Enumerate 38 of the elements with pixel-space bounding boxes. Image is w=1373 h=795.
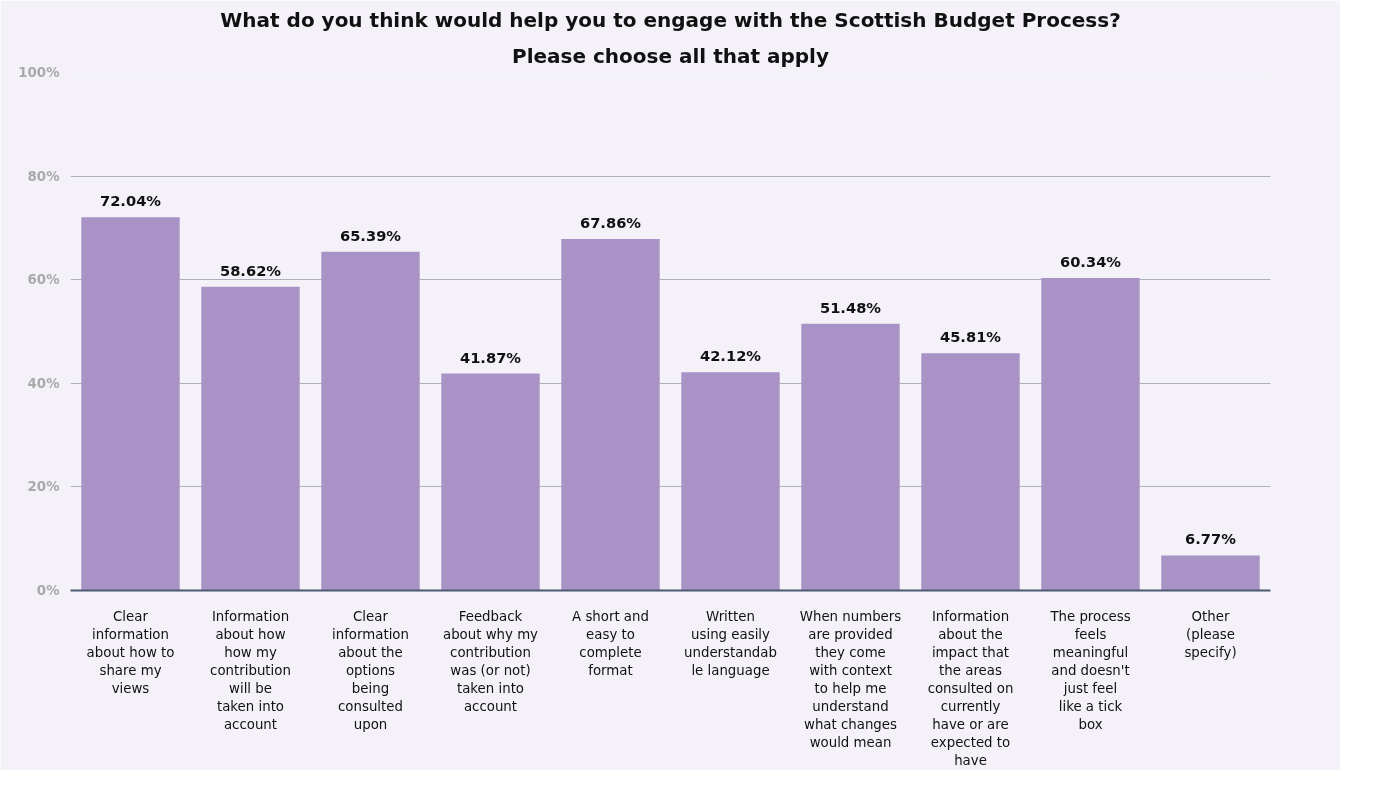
- chart-title: What do you think would help you to engage with the Scottish Budget Process?: [220, 7, 1121, 32]
- bar: [441, 373, 540, 591]
- y-tick-label: 60%: [27, 272, 60, 288]
- x-tick-label: Clear information about the options being consulted upon: [332, 608, 409, 732]
- bar: [81, 217, 180, 591]
- category-label: Information about the impact that the areas consulted on currently have or are expected to have: [927, 608, 1014, 768]
- data-label: 41.87%: [459, 348, 522, 366]
- y-tick-label: 0%: [36, 583, 60, 598]
- x-tick-label: When numbers are provided they come with context to help me understand what changes would mean: [799, 608, 902, 750]
- x-tick-label: Information about how how my contribution will be taken into account: [210, 608, 291, 732]
- data-label: 42.12%: [699, 347, 762, 365]
- data-label: 60.34%: [1059, 252, 1122, 270]
- data-label: 58.62%: [219, 261, 282, 279]
- data-label: 65.39%: [339, 226, 402, 244]
- x-tick-label: Feedback about why my contribution was (or not) taken into account: [442, 608, 539, 714]
- data-label: 72.04%: [99, 192, 162, 210]
- bar: [801, 323, 900, 591]
- x-tick-label: Written using easily understandable language: [684, 608, 777, 678]
- data-label: 51.48%: [819, 298, 882, 316]
- bar: [921, 353, 1020, 591]
- bar: [1161, 555, 1260, 591]
- bar: [1041, 277, 1140, 591]
- x-tick-label: Other (please specify): [1184, 608, 1237, 660]
- bar: [681, 372, 780, 591]
- x-tick-label: A short and easy to complete format: [572, 608, 649, 678]
- bar: [201, 286, 300, 591]
- chart-subtitle: Please choose all that apply: [511, 43, 830, 68]
- x-tick-label: Clear information about how to share my views: [86, 608, 175, 696]
- data-label: 67.86%: [579, 213, 642, 231]
- y-tick-label: 40%: [27, 375, 60, 391]
- data-label: 45.81%: [939, 328, 1002, 346]
- bar: [321, 251, 420, 591]
- data-label: 6.77%: [1185, 530, 1237, 548]
- y-tick-label: 80%: [27, 168, 60, 184]
- bar: [561, 238, 660, 591]
- x-tick-label: The process feels meaningful and doesn't just feel like a tick box: [1049, 608, 1131, 732]
- y-tick-label: 100%: [18, 65, 60, 80]
- y-tick-label: 20%: [27, 479, 60, 495]
